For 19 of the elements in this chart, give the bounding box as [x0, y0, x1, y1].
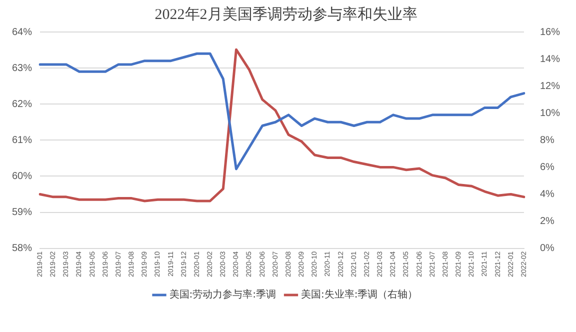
y-tick-label: 62% — [12, 98, 32, 110]
y2-tick-label: 4% — [540, 188, 555, 200]
y2-tick-label: 0% — [540, 243, 555, 254]
y2-tick-label: 16% — [540, 26, 560, 38]
y2-tick-label: 8% — [540, 134, 555, 146]
legend-label: 美国:失业率:季调（右轴） — [301, 288, 418, 301]
legend-label: 美国:劳动力参与率:季调 — [169, 288, 276, 301]
y-tick-label: 59% — [12, 207, 32, 218]
y2-tick-label: 2% — [540, 216, 555, 228]
y-tick-label: 61% — [12, 134, 32, 146]
y2-tick-label: 6% — [540, 162, 555, 173]
y-tick-label: 60% — [12, 170, 32, 182]
y2-tick-label: 14% — [540, 54, 560, 65]
y2-tick-label: 12% — [540, 80, 560, 92]
chart-title: 2022年2月美国季调劳动参与率和失业率 — [154, 6, 418, 23]
y-tick-label: 58% — [12, 243, 32, 254]
y-tick-label: 63% — [12, 62, 32, 74]
y2-tick-label: 10% — [540, 108, 560, 119]
y-tick-label: 64% — [12, 26, 32, 38]
